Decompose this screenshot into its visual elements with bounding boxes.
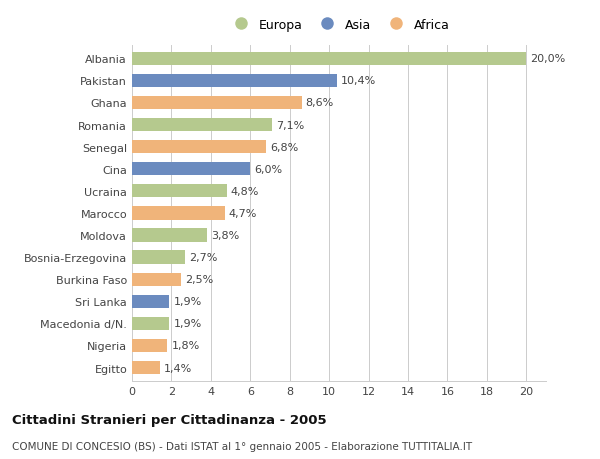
Bar xyxy=(132,74,337,88)
Text: 10,4%: 10,4% xyxy=(341,76,376,86)
Text: 2,5%: 2,5% xyxy=(185,274,214,285)
Text: 6,8%: 6,8% xyxy=(270,142,298,152)
Text: Cittadini Stranieri per Cittadinanza - 2005: Cittadini Stranieri per Cittadinanza - 2… xyxy=(12,413,326,426)
Bar xyxy=(132,52,526,66)
Text: 1,8%: 1,8% xyxy=(172,341,200,351)
Bar xyxy=(132,361,160,375)
Bar xyxy=(132,96,302,110)
Text: 4,8%: 4,8% xyxy=(230,186,259,196)
Text: 3,8%: 3,8% xyxy=(211,230,239,241)
Bar xyxy=(132,339,167,353)
Text: COMUNE DI CONCESIO (BS) - Dati ISTAT al 1° gennaio 2005 - Elaborazione TUTTITALI: COMUNE DI CONCESIO (BS) - Dati ISTAT al … xyxy=(12,441,472,451)
Text: 2,7%: 2,7% xyxy=(189,252,218,263)
Text: 7,1%: 7,1% xyxy=(276,120,304,130)
Legend: Europa, Asia, Africa: Europa, Asia, Africa xyxy=(229,19,449,32)
Text: 6,0%: 6,0% xyxy=(254,164,283,174)
Text: 1,4%: 1,4% xyxy=(164,363,192,373)
Text: 8,6%: 8,6% xyxy=(305,98,334,108)
Text: 1,9%: 1,9% xyxy=(173,297,202,307)
Text: 4,7%: 4,7% xyxy=(229,208,257,218)
Bar xyxy=(132,295,169,308)
Bar xyxy=(132,229,207,242)
Bar xyxy=(132,185,227,198)
Text: 20,0%: 20,0% xyxy=(530,54,565,64)
Bar xyxy=(132,141,266,154)
Bar xyxy=(132,317,169,330)
Text: 1,9%: 1,9% xyxy=(173,319,202,329)
Bar xyxy=(132,118,272,132)
Bar xyxy=(132,207,224,220)
Bar xyxy=(132,251,185,264)
Bar xyxy=(132,273,181,286)
Bar xyxy=(132,163,250,176)
